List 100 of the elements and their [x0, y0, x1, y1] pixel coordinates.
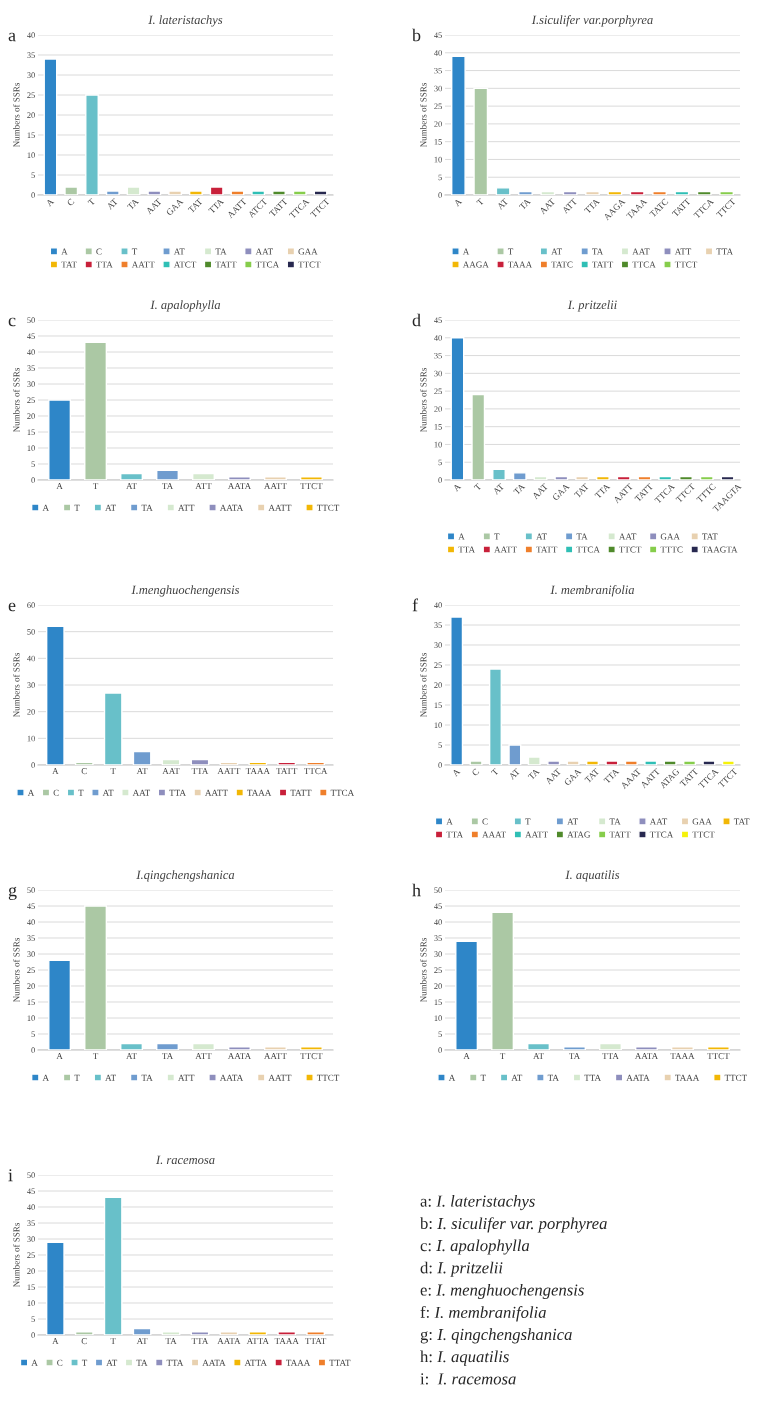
y-tick-label: 40: [27, 919, 35, 925]
y-tick-label: 20: [434, 406, 442, 412]
legend-label: AATT: [131, 261, 155, 268]
x-tick-label: TA: [518, 198, 531, 211]
chart-title: I.menghuochengensis: [131, 585, 240, 597]
y-tick-label: 20: [27, 983, 35, 989]
legend-label: TAAGTA: [702, 546, 738, 553]
y-tick-label: 0: [31, 1047, 35, 1053]
x-tick-label: TA: [162, 1053, 174, 1060]
y-tick-label: 30: [434, 370, 442, 377]
x-tick-label: TAAA: [245, 768, 270, 775]
legend-label: TTAT: [329, 1359, 351, 1366]
y-tick-label: 15: [434, 702, 442, 708]
y-tick-label: 10: [27, 445, 35, 451]
text: a: I. lateristachys: [420, 1195, 535, 1211]
legend-label: TATT: [609, 831, 631, 838]
y-tick-label: 10: [434, 722, 442, 728]
y-tick-label: 30: [434, 642, 442, 648]
legend-label: TATC: [551, 261, 573, 268]
y-tick-label: 0: [31, 1332, 35, 1338]
text: c: [8, 317, 16, 327]
legend-label: TAAA: [675, 1074, 700, 1081]
y-tick-label: 0: [438, 192, 442, 198]
legend-label: A: [458, 533, 465, 540]
y-tick-label: 20: [27, 413, 35, 419]
y-tick-label: 35: [27, 365, 35, 371]
x-tick-label: A: [52, 1338, 59, 1345]
y-tick-label: 15: [434, 999, 442, 1005]
y-tick-label: 15: [434, 139, 442, 145]
chart-title: I.siculifer var.porphyrea: [531, 15, 653, 27]
y-tick-label: 0: [438, 1047, 442, 1053]
x-tick-label: ATTA: [246, 1338, 269, 1345]
legend-label: C: [57, 1359, 63, 1366]
text: e: [8, 602, 16, 612]
legend-label: C: [96, 248, 102, 255]
text: h: [412, 883, 421, 897]
legend-label: TTCT: [692, 831, 715, 838]
y-tick-label: 30: [27, 951, 35, 957]
text: d: [412, 313, 421, 327]
legend-label: TA: [592, 248, 604, 255]
y-tick-label: 40: [27, 349, 35, 355]
legend-label: TTA: [446, 831, 464, 838]
legend-label: TTCA: [632, 261, 656, 268]
x-tick-label: GAA: [563, 768, 582, 786]
legend-label: TA: [141, 504, 153, 511]
legend-label: T: [74, 504, 80, 511]
x-tick-label: AT: [106, 198, 119, 210]
legend-label: TTA: [166, 1359, 184, 1366]
text: i: [8, 1169, 13, 1182]
legend-label: ATT: [674, 248, 692, 255]
text: f: [412, 598, 419, 612]
chart-title: I. aquatilis: [565, 870, 620, 882]
legend-label: TATT: [592, 261, 614, 268]
x-tick-label: TTA: [191, 1338, 209, 1345]
y-tick-label: 15: [27, 429, 35, 435]
legend-label: AAAT: [482, 831, 506, 838]
y-tick-label: 40: [27, 32, 35, 38]
legend-label: T: [480, 1074, 486, 1081]
y-tick-label: 5: [438, 174, 442, 181]
y-tick-label: 10: [27, 1300, 35, 1306]
text: b: I. siculifer var. porphyrea: [420, 1217, 607, 1233]
legend-label: TTCT: [316, 1074, 340, 1081]
x-tick-label: A: [45, 198, 55, 207]
legend-label: T: [494, 533, 500, 540]
legend-label: TTCT: [298, 261, 321, 268]
y-tick-label: 15: [434, 424, 442, 430]
legend-label: TAAA: [247, 789, 272, 796]
x-tick-label: TTCT: [707, 1053, 730, 1060]
y-tick-label: 10: [27, 1015, 35, 1021]
legend-label: AT: [102, 789, 114, 796]
x-tick-label: TATT: [276, 768, 298, 775]
legend-label: AATT: [494, 546, 517, 553]
y-tick-label: 10: [27, 735, 35, 742]
legend-label: GAA: [298, 248, 318, 255]
y-tick-label: 25: [27, 92, 35, 98]
y-tick-label: 35: [434, 622, 442, 628]
x-tick-label: T: [92, 1053, 99, 1060]
legend-label: TAT: [61, 261, 77, 268]
text: d: I. pritzelii: [420, 1261, 503, 1277]
x-tick-label: ATT: [195, 483, 212, 490]
y-tick-label: 5: [31, 1031, 35, 1037]
legend-label: AATA: [219, 1074, 244, 1081]
x-tick-label: TA: [527, 768, 540, 781]
text: i: I. racemosa: [420, 1373, 516, 1385]
x-tick-label: AT: [533, 1053, 544, 1060]
legend-label: A: [446, 818, 453, 825]
x-tick-label: AT: [496, 198, 509, 210]
legend-label: AT: [536, 533, 547, 540]
legend-label: TTTC: [660, 546, 683, 553]
legend-label: AAT: [255, 248, 273, 255]
legend-label: A: [448, 1074, 456, 1081]
x-tick-label: C: [81, 1338, 87, 1345]
x-tick-label: TAT: [584, 768, 600, 784]
legend-label: AAT: [618, 533, 637, 540]
y-tick-label: 50: [434, 887, 442, 893]
y-axis-title: Numbers of SSRs: [13, 367, 20, 433]
x-tick-label: ATT: [195, 1053, 212, 1060]
x-tick-label: A: [452, 483, 462, 492]
y-tick-label: 20: [27, 1268, 35, 1274]
y-tick-label: 20: [434, 983, 442, 989]
